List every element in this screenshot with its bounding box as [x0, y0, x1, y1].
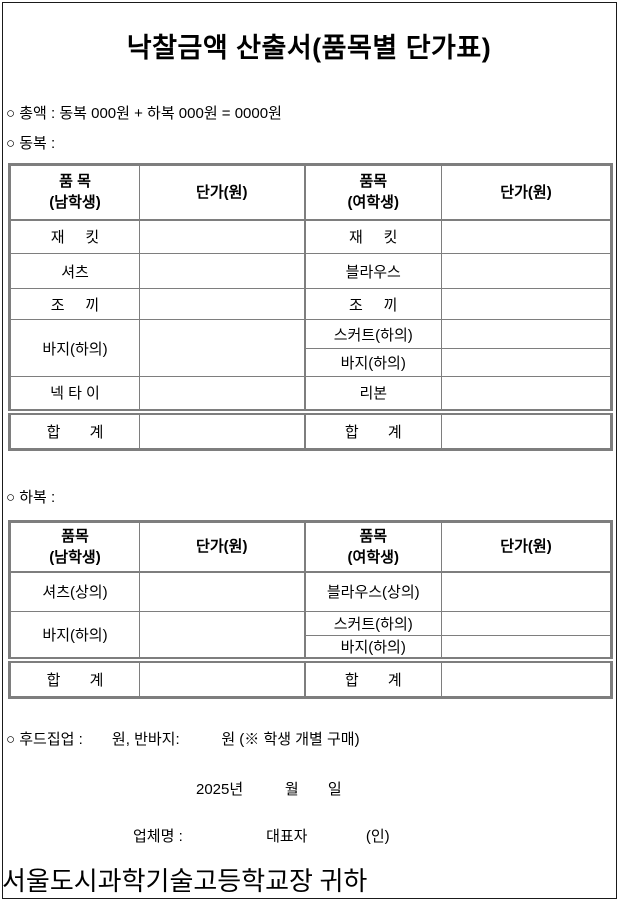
company-signature-line: 업체명 : 대표자 (인) [133, 828, 390, 845]
unit-price-cell [441, 635, 612, 661]
unit-price-cell [441, 288, 612, 320]
total-label-cell: 합 계 [9, 408, 140, 450]
table-row: 바지(하의) 스커트(하의) [9, 319, 612, 377]
item-cell: 넥 타 이 [9, 376, 140, 412]
unit-price-cell [441, 571, 612, 612]
total-row: 합 계 합 계 [9, 657, 612, 698]
header-unit-price-female: 단가(원) [441, 521, 612, 573]
item-cell: 스커트(하의) [303, 319, 442, 349]
total-price-cell [441, 657, 612, 698]
item-cell: 블라우스 [303, 253, 442, 289]
table-row: 재 킷 재 킷 [9, 219, 612, 254]
header-item-female: 품목 (여학생) [303, 521, 442, 573]
total-label-cell: 합 계 [9, 657, 140, 698]
total-price-cell [139, 408, 305, 450]
item-cell: 재 킷 [9, 219, 140, 254]
header-unit-price-male: 단가(원) [139, 521, 305, 573]
header-item-male: 품목 (남학생) [9, 521, 140, 573]
unit-price-cell [441, 253, 612, 289]
unit-price-cell [139, 319, 305, 377]
winter-uniform-table: 품 목 (남학생) 단가(원) 품목 (여학생) 단가(원) 재 킷 재 킷 셔… [8, 163, 613, 451]
item-cell: 셔츠(상의) [9, 571, 140, 612]
unit-price-cell [139, 288, 305, 320]
table-row: 바지(하의) 스커트(하의) [9, 611, 612, 661]
table-row: 조 끼 조 끼 [9, 288, 612, 320]
table-row: 바지(하의) [10, 348, 612, 377]
date-line: 2025년 월 일 [196, 781, 342, 798]
header-unit-price-male: 단가(원) [139, 164, 305, 221]
table-row: 셔츠 블라우스 [9, 253, 612, 289]
item-cell: 바지(하의) [303, 348, 442, 377]
item-cell: 리본 [303, 376, 442, 412]
item-cell: 바지(하의) [9, 319, 140, 377]
unit-price-cell [139, 253, 305, 289]
item-cell: 재 킷 [303, 219, 442, 254]
header-unit-price-female: 단가(원) [441, 164, 612, 221]
header-item-female: 품목 (여학생) [303, 164, 442, 221]
total-row: 합 계 합 계 [9, 408, 612, 450]
item-cell: 블라우스(상의) [303, 571, 442, 612]
unit-price-cell [441, 219, 612, 254]
item-cell: 조 끼 [9, 288, 140, 320]
item-cell: 바지(하의) [303, 635, 442, 661]
total-amount-line: ○ 총액 : 동복 000원 + 하복 000원 = 0000원 [6, 105, 282, 122]
summer-section-label: ○ 하복 : [6, 489, 56, 506]
hoodie-note-line: ○ 후드집업 : 원, 반바지: 원 (※ 학생 개별 구매) [6, 731, 360, 748]
recipient-line: 서울도시과학기술고등학교장 귀하 [2, 867, 368, 896]
unit-price-cell [139, 219, 305, 254]
summer-uniform-table: 품목 (남학생) 단가(원) 품목 (여학생) 단가(원) 셔츠(상의) 블라우… [8, 520, 613, 699]
item-cell: 셔츠 [9, 253, 140, 289]
item-cell: 스커트(하의) [303, 611, 442, 636]
total-label-cell: 합 계 [303, 657, 442, 698]
page-title: 낙찰금액 산출서(품목별 단가표) [126, 33, 492, 63]
unit-price-cell [441, 376, 612, 412]
unit-price-cell [441, 611, 612, 636]
unit-price-cell [441, 348, 612, 377]
total-price-cell [441, 408, 612, 450]
total-price-cell [139, 657, 305, 698]
unit-price-cell [139, 376, 305, 412]
unit-price-cell [139, 611, 305, 661]
header-item-male: 품 목 (남학생) [9, 164, 140, 221]
item-cell: 조 끼 [303, 288, 442, 320]
item-cell: 바지(하의) [9, 611, 140, 661]
unit-price-cell [441, 319, 612, 349]
table-row: 셔츠(상의) 블라우스(상의) [9, 571, 612, 612]
winter-section-label: ○ 동복 : [6, 135, 56, 152]
unit-price-cell [139, 571, 305, 612]
total-label-cell: 합 계 [303, 408, 442, 450]
table-row: 넥 타 이 리본 [9, 376, 612, 412]
